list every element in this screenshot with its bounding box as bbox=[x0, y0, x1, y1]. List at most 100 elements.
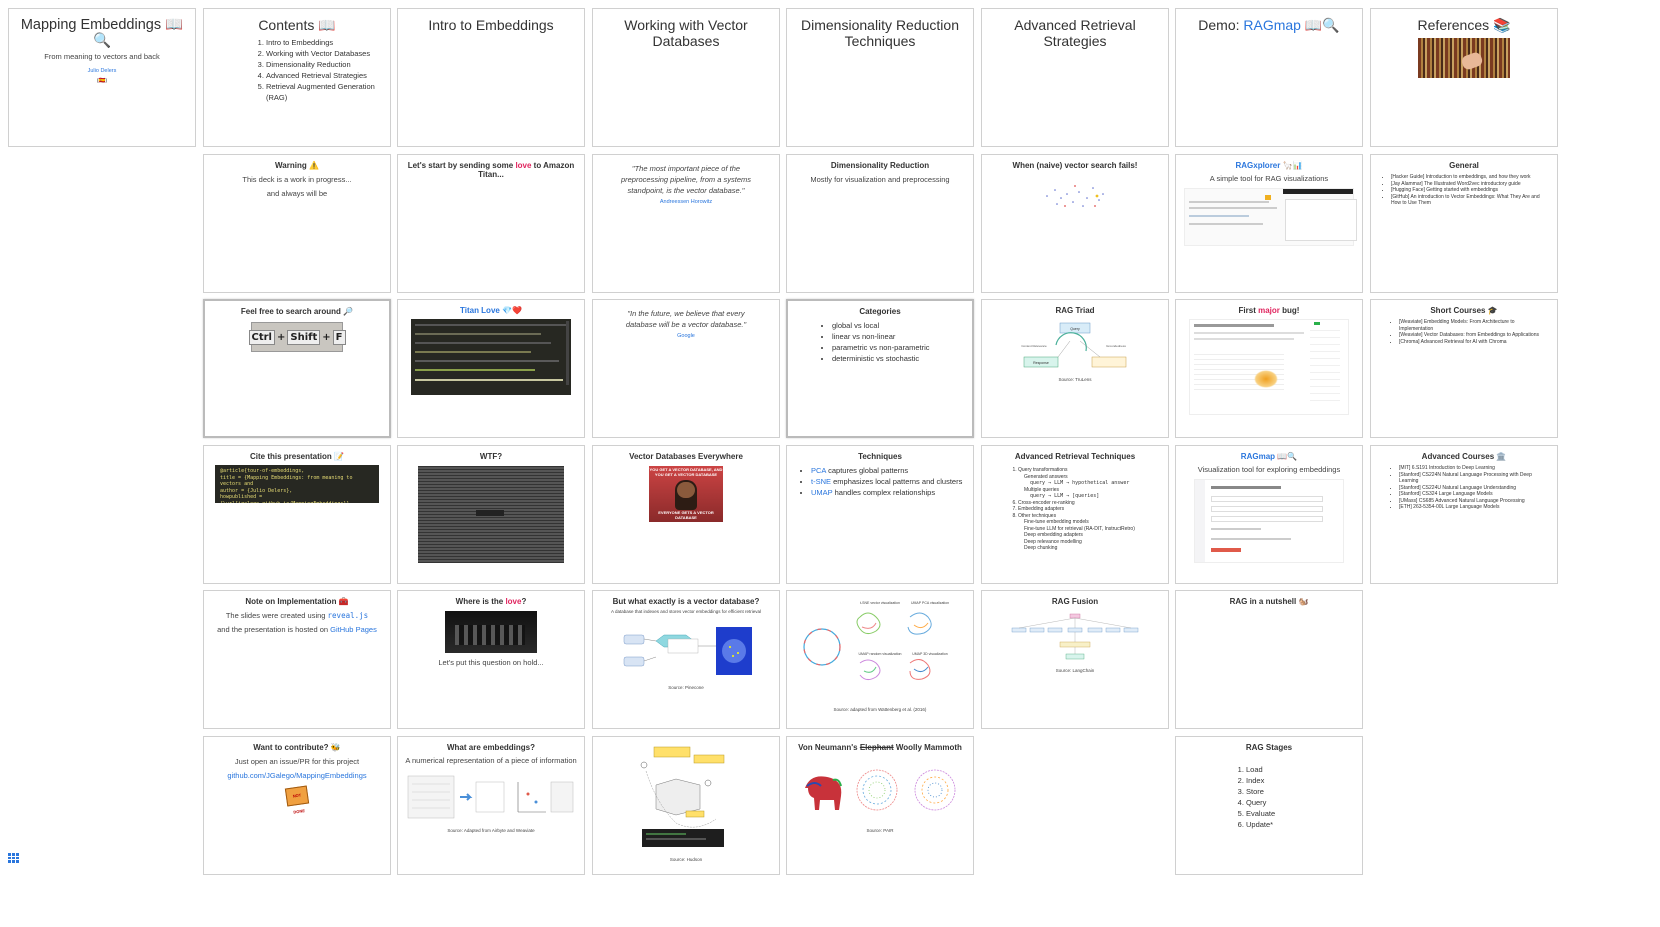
slide-dimensionality-reduction-section[interactable]: Dimensionality Reduction Techniques bbox=[786, 8, 974, 147]
oprah-meme-image: YOU GET A VECTOR DATABASE, AND YOU GET A… bbox=[649, 466, 723, 522]
citation-code: @article{tour-of-embeddings, title = {Ma… bbox=[215, 465, 379, 503]
list-item[interactable]: [ETH] 263-5354-00L Large Language Models bbox=[1399, 504, 1547, 511]
slide-quote-google[interactable]: "In the future, we believe that every da… bbox=[592, 299, 780, 438]
slide-cite[interactable]: Cite this presentation 📝 @article{tour-o… bbox=[203, 445, 391, 584]
slide-heading: Advanced Retrieval Techniques bbox=[1014, 452, 1136, 461]
slide-first-major-bug[interactable]: First major bug! bbox=[1175, 299, 1363, 438]
text-span: and the presentation is hosted on bbox=[217, 625, 331, 634]
quote-text: "The most important piece of the preproc… bbox=[620, 164, 752, 195]
list-item[interactable]: [Stanford] CS224U Natural Language Under… bbox=[1399, 485, 1547, 492]
slide-rag-fusion[interactable]: RAG Fusion Source: LangChain bbox=[981, 590, 1169, 729]
quote-attribution[interactable]: Google bbox=[677, 333, 695, 339]
umap-link[interactable]: UMAP bbox=[811, 488, 833, 497]
list-item: query → LLM → hypothetical answer bbox=[1030, 480, 1130, 486]
text-span: emphasizes local patterns and clusters bbox=[831, 477, 963, 486]
slide-references[interactable]: References 📚 bbox=[1370, 8, 1558, 147]
slide-contribute[interactable]: Want to contribute? 🐝 Just open an issue… bbox=[203, 736, 391, 875]
embedding-diagram bbox=[407, 775, 574, 819]
slide-titan-love[interactable]: Titan Love 💎❤️ bbox=[397, 299, 585, 438]
slide-where-love[interactable]: Where is the love? Let's put this questi… bbox=[397, 590, 585, 729]
slide-titan-love-intro[interactable]: Let's start by sending some love to Amaz… bbox=[397, 154, 585, 293]
list-item[interactable]: [Stanford] CS224N Natural Language Proce… bbox=[1399, 472, 1547, 485]
code-line: howpublished = {\url{jgalego.github.io/M… bbox=[220, 494, 352, 503]
list-item: Fine-tune embedding models bbox=[1024, 519, 1089, 525]
courses-list: [MIT] 6.S191 Introduction to Deep Learni… bbox=[1389, 465, 1547, 511]
list-item[interactable]: [Jay Alammar] The Illustrated Word2vec i… bbox=[1391, 181, 1547, 188]
ragmap-link[interactable]: RAGmap bbox=[1243, 17, 1301, 33]
slide-warning[interactable]: Warning ⚠️ This deck is a work in progre… bbox=[203, 154, 391, 293]
slide-rag-triad[interactable]: RAG Triad Query Response Context Relevan… bbox=[981, 299, 1169, 438]
slide-advanced-retrieval-techniques[interactable]: Advanced Retrieval Techniques Query tran… bbox=[981, 445, 1169, 584]
text-span: 📖🔍 bbox=[1300, 17, 1340, 33]
list-item: t-SNE emphasizes local patterns and clus… bbox=[811, 476, 973, 487]
slide-wtf[interactable]: WTF? bbox=[397, 445, 585, 584]
list-item: Query bbox=[1246, 797, 1362, 808]
slide-categories[interactable]: Categories global vs local linear vs non… bbox=[786, 299, 974, 438]
slide-advanced-courses[interactable]: Advanced Courses 🏛️ [MIT] 6.S191 Introdu… bbox=[1370, 445, 1558, 584]
stages-list: Load Index Store Query Evaluate Update* bbox=[1232, 764, 1362, 830]
slide-rag-stages[interactable]: RAG Stages Load Index Store Query Evalua… bbox=[1175, 736, 1363, 875]
slide-techniques[interactable]: Techniques PCA captures global patterns … bbox=[786, 445, 974, 584]
list-item: Deep chunking bbox=[1024, 545, 1058, 551]
ragxplorer-screenshot bbox=[1184, 188, 1357, 246]
slide-heading: First major bug! bbox=[1176, 306, 1362, 315]
list-item[interactable]: [Stanford] CS324 Large Language Models bbox=[1399, 491, 1547, 498]
slide-heading: Mapping Embeddings 📖🔍 bbox=[20, 17, 184, 49]
keyboard-keys: Ctrl + Shift + F bbox=[248, 322, 346, 352]
slide-vector-databases[interactable]: Working with Vector Databases bbox=[592, 8, 780, 147]
slide-title[interactable]: Mapping Embeddings 📖🔍 From meaning to ve… bbox=[8, 8, 196, 147]
slide-search[interactable]: Feel free to search around 🔎 Ctrl + Shift… bbox=[203, 299, 391, 438]
slide-contents[interactable]: Contents 📖 Intro to Embeddings Working w… bbox=[203, 8, 391, 147]
slide-heading: Advanced Retrieval Strategies bbox=[1014, 17, 1136, 49]
grid-view-icon[interactable] bbox=[8, 853, 20, 863]
slide-projection-comparison[interactable]: t-SNE vector visualization UMAP PCA visu… bbox=[786, 590, 974, 729]
list-item: Dimensionality Reduction bbox=[266, 59, 390, 70]
list-item[interactable]: [Hugging Face] Getting started with embe… bbox=[1391, 187, 1547, 194]
slide-short-courses[interactable]: Short Courses 🎓 [Weaviate] Embedding Mod… bbox=[1370, 299, 1558, 438]
list-item[interactable]: [Weaviate] Embedding Models: From Archit… bbox=[1399, 319, 1547, 332]
text-span: bug! bbox=[1279, 306, 1300, 315]
slide-heading: Von Neumann's Elephant Woolly Mammoth bbox=[787, 743, 973, 752]
list-item: Query transformations bbox=[1018, 467, 1158, 474]
author-link[interactable]: Julio Delers bbox=[87, 68, 117, 74]
slide-demo-ragmap[interactable]: Demo: RAGmap 📖🔍 bbox=[1175, 8, 1363, 147]
list-item[interactable]: [Chroma] Advanced Retrieval for AI with … bbox=[1399, 339, 1547, 346]
repo-link[interactable]: github.com/JGalego/MappingEmbeddings bbox=[227, 771, 367, 780]
slide-quote-a16z[interactable]: "The most important piece of the preproc… bbox=[592, 154, 780, 293]
slide-vector-db-sketch[interactable]: Source: Hudson bbox=[592, 736, 780, 875]
list-item: Intro to Embeddings bbox=[266, 37, 390, 48]
slide-ragxplorer[interactable]: RAGxplorer 🦙📊 A simple tool for RAG visu… bbox=[1175, 154, 1363, 293]
tsne-link[interactable]: t-SNE bbox=[811, 477, 832, 486]
bookshelf-image bbox=[1418, 38, 1510, 78]
slide-naive-search-fails[interactable]: When (naive) vector search fails! bbox=[981, 154, 1169, 293]
list-item[interactable]: [UMass] CS685 Advanced Natural Language … bbox=[1399, 498, 1547, 505]
slide-vector-everywhere[interactable]: Vector Databases Everywhere YOU GET A VE… bbox=[592, 445, 780, 584]
slide-general-references[interactable]: General [Hacker Guide] Introduction to e… bbox=[1370, 154, 1558, 293]
slide-what-vector-db[interactable]: But what exactly is a vector database? A… bbox=[592, 590, 780, 729]
slide-ragmap[interactable]: RAGmap 📖🔍 Visualization tool for explori… bbox=[1175, 445, 1363, 584]
list-item[interactable]: [MIT] 6.S191 Introduction to Deep Learni… bbox=[1399, 465, 1547, 472]
quote-attribution[interactable]: Andreessen Horowitz bbox=[659, 199, 713, 205]
quote-text: "In the future, we believe that every da… bbox=[625, 309, 747, 329]
list-item[interactable]: [Weaviate] Vector Databases: from Embedd… bbox=[1399, 332, 1547, 339]
slide-woolly-mammoth[interactable]: Von Neumann's Elephant Woolly Mammoth So… bbox=[786, 736, 974, 875]
slide-what-embeddings[interactable]: What are embeddings? A numerical represe… bbox=[397, 736, 585, 875]
slide-dimensionality-reduction[interactable]: Dimensionality Reduction Mostly for visu… bbox=[786, 154, 974, 293]
slide-intro-embeddings[interactable]: Intro to Embeddings bbox=[397, 8, 585, 147]
projection-comparison-figure: t-SNE vector visualization UMAP PCA visu… bbox=[803, 601, 949, 681]
pca-link[interactable]: PCA bbox=[811, 466, 827, 475]
slide-implementation[interactable]: Note on Implementation 🧰 The slides were… bbox=[203, 590, 391, 729]
github-pages-link[interactable]: GitHub Pages bbox=[330, 625, 377, 634]
slide-rag-nutshell[interactable]: RAG in a nutshell 🐿️ bbox=[1175, 590, 1363, 729]
slide-subtitle: A database that indexes and stores vecto… bbox=[610, 609, 761, 614]
vector-db-sketch-diagram bbox=[640, 746, 725, 847]
slide-advanced-retrieval-section[interactable]: Advanced Retrieval Strategies bbox=[981, 8, 1169, 147]
list-item: Advanced Retrieval Strategies bbox=[266, 70, 390, 81]
list-item[interactable]: [GitHub] An introduction to Vector Embed… bbox=[1391, 194, 1547, 207]
list-item[interactable]: [Hacker Guide] Introduction to embedding… bbox=[1391, 174, 1547, 181]
ctrl-key: Ctrl bbox=[248, 329, 275, 345]
slide-heading: Working with Vector Databases bbox=[624, 17, 748, 49]
revealjs-link[interactable]: reveal.js bbox=[327, 611, 369, 620]
slide-subtitle: From meaning to vectors and back bbox=[44, 52, 160, 61]
ragmap-link[interactable]: RAGmap bbox=[1240, 452, 1276, 461]
